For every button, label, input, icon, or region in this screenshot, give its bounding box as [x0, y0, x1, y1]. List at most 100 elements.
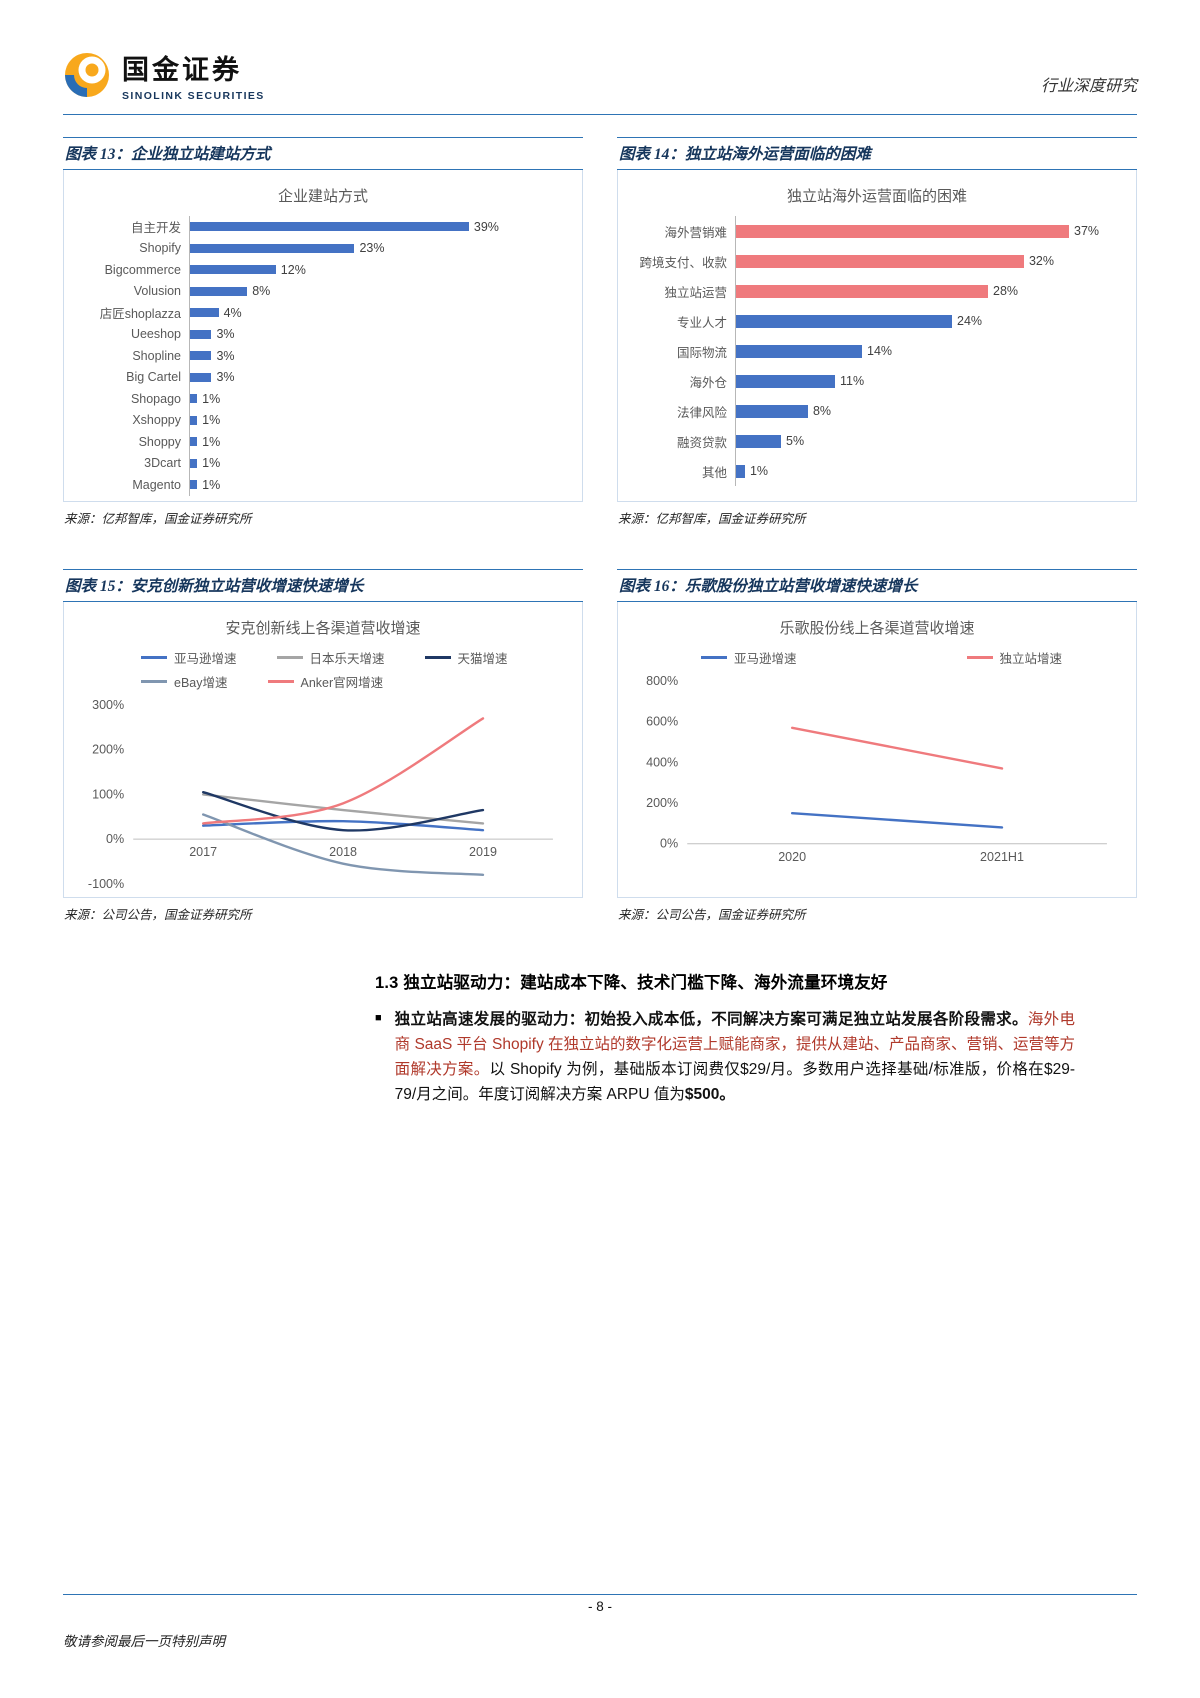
legend-item: 日本乐天增速: [276, 648, 385, 667]
series-line: [790, 811, 1004, 829]
brand: 国金证券 SINOLINK SECURITIES: [63, 48, 265, 102]
bar-track: 12%: [189, 259, 569, 281]
bar-category-label: Bigcommerce: [104, 262, 181, 277]
bar-row: Volusion 8%: [77, 280, 569, 302]
page-number: - 8 -: [587, 1599, 612, 1614]
legend-label: 天猫增速: [457, 652, 508, 666]
bar-row: Bigcommerce 12%: [77, 259, 569, 281]
bar: [736, 374, 835, 388]
axis-label: 600%: [646, 715, 678, 729]
chart-title: 企业建站方式: [277, 188, 368, 205]
legend-line-swatch: [267, 680, 294, 683]
figure-body: 乐歌股份线上各渠道营收增速 亚马逊增速 独立站增速 800% 600% 400% 200%…: [617, 602, 1137, 898]
page-footer: - 8 - 敬请参阅最后一页特别声明: [63, 1594, 1137, 1650]
line-chart-plot: 800% 600% 400% 200% 0% 2020 2021H1: [646, 674, 1107, 864]
bar-row: Magento 1%: [77, 474, 569, 496]
bar-track: 1%: [189, 431, 569, 453]
figure-body: 独立站海外运营面临的困难 海外营销难 37% 跨境支付、收款 32% 独立站运营 28% 专…: [617, 170, 1137, 502]
legend-line-swatch: [276, 656, 303, 659]
line-chart-loctek-growth: 亚马逊增速 独立站增速 800% 600% 400% 200% 0% 2020 2021H1: [631, 648, 1123, 872]
series-line: [201, 717, 485, 825]
bar-row: 自主开发 39%: [77, 216, 569, 238]
axis-label: 0%: [660, 837, 678, 851]
bar-chart-website-builders: 自主开发 39% Shopify 23% Bigcommerce 12% Volusion 8…: [77, 216, 569, 496]
figure-source: 来源：亿邦智库，国金证券研究所: [64, 512, 252, 526]
bar: [190, 308, 219, 318]
bar-category-label: 跨境支付、收款: [639, 255, 727, 270]
bar-track: 3%: [189, 345, 569, 367]
figure-caption: 图表 15：安克创新独立站营收增速快速增长: [63, 569, 583, 602]
legend-row: 亚马逊增速 独立站增速: [701, 648, 1123, 667]
bar-value-label: 39%: [473, 219, 499, 234]
axis-label: 2018: [329, 845, 357, 859]
bar-category-label: 国际物流: [676, 345, 727, 360]
bar-track: 11%: [735, 366, 1123, 396]
line-chart-anker-growth: 亚马逊增速 日本乐天增速 天猫增速 eBay增速 Anker官网增速 300% 200% 10…: [77, 648, 569, 896]
bar-track: 1%: [189, 388, 569, 410]
figure-body: 企业建站方式 自主开发 39% Shopify 23% Bigcommerce 12% Vo…: [63, 170, 583, 502]
footer-rule: [63, 1594, 1137, 1595]
bullet-marker: ■: [375, 1012, 382, 1024]
figure-source: 来源：亿邦智库，国金证券研究所: [618, 512, 806, 526]
figure-source: 来源：公司公告，国金证券研究所: [64, 908, 252, 922]
legend-item: 独立站增速: [966, 648, 1062, 667]
bar: [736, 464, 745, 478]
bar-value-label: 1%: [202, 391, 221, 406]
bar-value-label: 3%: [216, 370, 235, 385]
legend-line-swatch: [424, 656, 451, 659]
chart-legend: 亚马逊增速 日本乐天增速 天猫增速 eBay增速 Anker官网增速: [141, 648, 569, 691]
bar-value-label: 37%: [1074, 224, 1100, 238]
bar-category-label: 3Dcart: [144, 456, 181, 471]
axis-label: 2019: [469, 845, 497, 859]
bar-category-label: 法律风险: [676, 405, 727, 420]
series-line: [201, 793, 485, 825]
figure-14: 图表 14：独立站海外运营面临的困难 独立站海外运营面临的困难 海外营销难 37%…: [617, 137, 1137, 527]
report-type-label: 行业深度研究: [1040, 78, 1137, 95]
legend-label: Anker官网增速: [300, 676, 384, 690]
bar-value-label: 32%: [1028, 254, 1055, 268]
bar-row: Shopify 23%: [77, 237, 569, 259]
figure-caption: 图表 16：乐歌股份独立站营收增速快速增长: [617, 569, 1137, 602]
bar: [190, 437, 198, 447]
bar-track: 3%: [189, 366, 569, 388]
bar-value-label: 1%: [202, 413, 221, 428]
bar-row: Shopline 3%: [77, 345, 569, 367]
figure-13: 图表 13：企业独立站建站方式 企业建站方式 自主开发 39% Shopify 23%…: [63, 137, 583, 527]
bar-value-label: 24%: [957, 314, 983, 328]
chart-title: 安克创新线上各渠道营收增速: [225, 620, 421, 637]
bar-value-label: 1%: [202, 456, 221, 471]
bar-row: 3Dcart 1%: [77, 452, 569, 474]
axis-label: 800%: [646, 674, 678, 688]
legend-item: 天猫增速: [424, 648, 508, 667]
bar-track: 1%: [189, 474, 569, 496]
bar-row: 融资贷款 5%: [631, 426, 1123, 456]
legend-item: eBay增速: [141, 672, 228, 691]
paragraph-segment: 独立站高速发展的驱动力：初始投入成本低，不同解决方案可满足独立站发展各阶段需求。: [394, 1011, 1028, 1028]
section-1-3: 1.3 独立站驱动力：建站成本下降、技术门槛下降、海外流量环境友好 ■ 独立站高…: [375, 969, 1075, 1107]
legend-item: Anker官网增速: [267, 672, 384, 691]
footer-disclaimer: 敬请参阅最后一页特别声明: [63, 1634, 225, 1649]
legend-line-swatch: [966, 656, 993, 659]
bar-category-label: 店匠shoplazza: [99, 307, 181, 322]
bar-category-label: Shoppy: [138, 434, 181, 449]
paragraph-segment: 海外电商 SaaS 平台 Shopify 在独立站的数字化运营上赋能商家，提供从…: [394, 1011, 1076, 1079]
bar-track: 23%: [189, 237, 569, 259]
bar: [190, 415, 198, 425]
bar-track: 1%: [735, 456, 1123, 486]
figure-caption: 图表 13：企业独立站建站方式: [63, 137, 583, 170]
bar-category-label: Xshoppy: [132, 413, 181, 428]
bar-track: 24%: [735, 306, 1123, 336]
bar-category-label: Ueeshop: [130, 327, 181, 342]
axis-label: -100%: [88, 877, 124, 891]
bar-value-label: 14%: [867, 344, 893, 358]
bar-category-label: 独立站运营: [664, 285, 727, 300]
legend-item: 亚马逊增速: [701, 648, 797, 667]
bar-value-label: 1%: [749, 464, 769, 478]
figure-15: 图表 15：安克创新独立站营收增速快速增长 安克创新线上各渠道营收增速 亚马逊增…: [63, 569, 583, 923]
brand-name-cn: 国金证券: [122, 55, 242, 85]
bar-track: 28%: [735, 276, 1123, 306]
axis-label: 200%: [92, 743, 124, 757]
bar: [736, 284, 988, 298]
bar-row: 跨境支付、收款 32%: [631, 246, 1123, 276]
